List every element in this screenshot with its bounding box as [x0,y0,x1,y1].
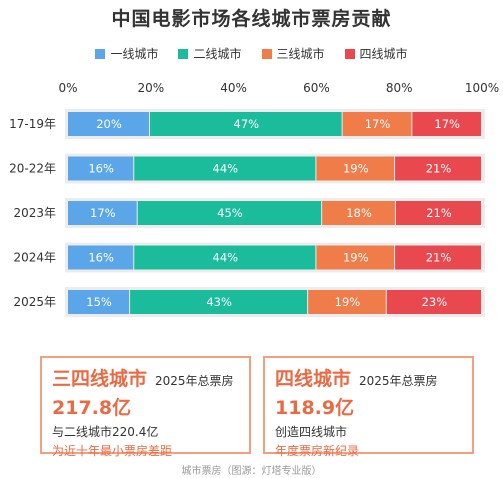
bar-segment [68,201,137,225]
card-header: 四线城市 2025年总票房 [275,364,462,391]
card-value: 118.9亿 [275,397,355,419]
bar-segment [342,112,412,136]
data-label: 23% [422,295,448,309]
bar-segment [316,156,395,181]
card-heading: 三四线城市 [52,368,148,390]
data-label: 21% [426,251,452,265]
data-label: 17% [90,206,116,220]
source-note: 城市票房（图源：灯塔专业版） [181,466,322,477]
bar-segment [68,156,134,181]
data-label: 44% [213,251,239,265]
category-label: 20-22年 [9,162,56,176]
data-label: 17% [365,117,391,131]
card-subheading: 2025年总票房 [155,374,234,388]
x-tick-label: 80% [386,81,413,95]
bar-segment [386,290,481,314]
data-label: 21% [426,162,452,176]
data-label: 15% [86,295,112,309]
card-value: 217.8亿 [52,397,132,419]
bar-segment [68,112,149,136]
legend-item-tier2: 二线城市 [178,45,242,62]
bar-segment [395,245,481,270]
legend: 一线城市 二线城市 三线城市 四线城市 [0,45,503,62]
legend-swatch-tier4 [344,48,355,59]
card-subheading: 2025年总票房 [359,374,438,388]
data-label: 20% [96,117,122,131]
data-label: 21% [426,206,452,220]
category-label: 2024年 [13,251,56,265]
data-label: 18% [346,206,372,220]
card-highlight: 年度票房新纪录 [275,444,360,458]
chart-title: 中国电影市场各线城市票房贡献 [111,8,392,30]
bar-segment [316,245,395,270]
x-tick-label: 40% [220,81,247,95]
data-label: 19% [335,295,361,309]
stacked-bar-chart: 0% 20% 40% 60% 80% 100% 17-19年 20% 47% 17% 17% 20-2… [9,81,499,317]
bar-segment [134,156,316,181]
x-tick-label: 20% [137,81,164,95]
data-label: 16% [88,251,114,265]
bar-segment [134,245,316,270]
x-tick-label: 100% [465,81,499,95]
legend-swatch-tier3 [261,48,272,59]
bar-segment [68,245,134,270]
category-label: 17-19年 [9,117,56,131]
bar-segment [68,290,130,314]
card-header: 三四线城市 2025年总票房 [52,364,239,391]
category-label: 2025年 [13,295,56,309]
legend-label-tier4: 四线城市 [359,47,408,61]
bar-segment [137,201,322,225]
card-note: 与二线城市220.4亿 [52,425,159,439]
legend-swatch-tier2 [178,48,189,59]
legend-item-tier3: 三线城市 [261,45,325,62]
data-label: 44% [213,162,239,176]
legend-item-tier4: 四线城市 [344,45,408,62]
bar-segment [395,156,481,181]
legend-item-tier1: 一线城市 [95,45,158,62]
legend-swatch-tier1 [95,48,106,59]
x-tick-label: 60% [303,81,330,95]
bar-segment [130,290,308,314]
data-label: 47% [234,117,260,131]
data-label: 17% [434,117,460,131]
data-label: 45% [217,206,243,220]
bar-segment [149,112,342,136]
x-tick-label: 0% [58,81,77,95]
legend-label-tier3: 三线城市 [276,47,325,61]
bar-segment [308,290,386,314]
bar-segment [412,112,481,136]
summary-card-tier4: 四线城市 2025年总票房 118.9亿 创造四线城市 年度票房新纪录 [263,356,474,458]
card-heading: 四线城市 [275,368,352,390]
legend-label-tier2: 二线城市 [193,47,242,61]
card-highlight: 为近十年最小票房差距 [52,444,173,458]
bar-segment [395,201,481,225]
legend-label-tier1: 一线城市 [110,47,159,61]
summary-card-tier34: 三四线城市 2025年总票房 217.8亿 与二线城市220.4亿 为近十年最小… [40,356,251,458]
data-label: 16% [88,162,114,176]
data-label: 19% [343,251,369,265]
card-note: 创造四线城市 [275,425,348,439]
category-label: 2023年 [13,206,56,220]
bar-segment [322,201,395,225]
data-label: 19% [343,162,369,176]
data-label: 43% [206,295,232,309]
